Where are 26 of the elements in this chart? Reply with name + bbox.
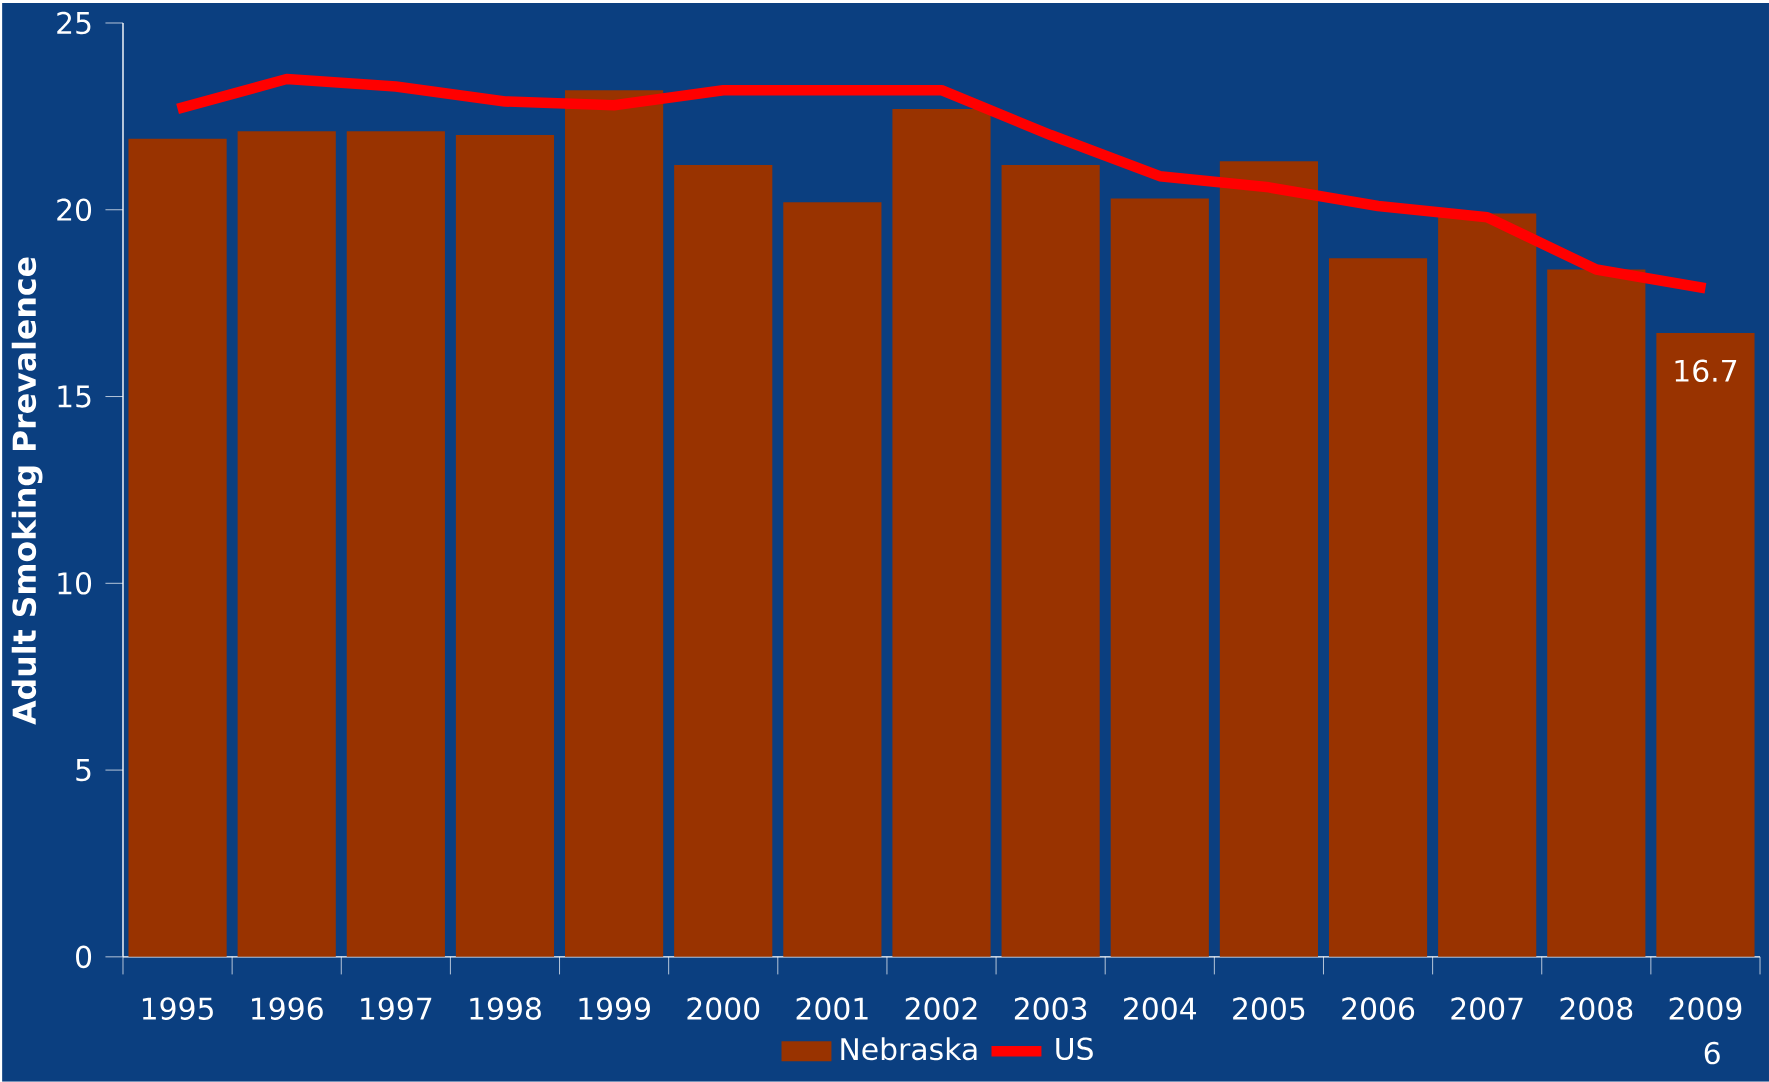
y-axis-title: Adult Smoking Prevalence [11, 257, 43, 725]
x-tick-label: 1995 [142, 997, 213, 1021]
x-tick-label: 1996 [252, 997, 323, 1021]
y-tick-label: 0 [76, 945, 92, 969]
x-tick-label: 2001 [796, 997, 868, 1021]
legend-label: Nebraska [841, 1037, 977, 1061]
x-tick-label: 2002 [905, 997, 977, 1021]
x-tick-label: 2004 [1124, 997, 1197, 1021]
x-tick-label: 2000 [687, 997, 760, 1021]
x-tick-label: 2007 [1451, 997, 1523, 1021]
y-tick-label: 10 [58, 572, 92, 595]
text: 6 [1704, 1041, 1720, 1065]
x-tick-label: 2003 [1014, 997, 1087, 1021]
y-tick-label: 20 [57, 198, 92, 222]
y-tick-label: 5 [76, 759, 91, 782]
x-tick-label: 1998 [470, 997, 541, 1021]
x-tick-label: 1999 [579, 997, 650, 1021]
data-label: 16.7 [1675, 359, 1737, 383]
x-tick-label: 2008 [1560, 997, 1633, 1021]
y-tick-label: 15 [58, 385, 91, 408]
x-tick-label: 2005 [1233, 997, 1305, 1021]
x-tick-label: 2006 [1342, 997, 1415, 1021]
x-tick-label: 1997 [361, 997, 432, 1021]
legend-label: US [1056, 1037, 1093, 1061]
y-tick-label: 25 [57, 11, 91, 35]
x-tick-label: 2009 [1669, 997, 1742, 1021]
